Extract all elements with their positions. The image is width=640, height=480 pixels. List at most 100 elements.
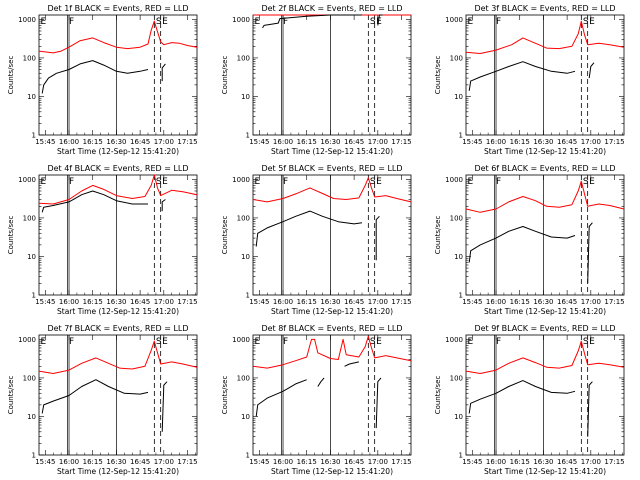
series-events-line xyxy=(377,14,383,26)
x-tick-label: 17:00 xyxy=(581,458,601,466)
y-axis-label: Counts/sec xyxy=(434,376,442,415)
y-tick-label: 1 xyxy=(246,292,250,300)
x-tick-label: 16:45 xyxy=(344,458,364,466)
x-axis-label: Start Time (12-Sep-12 15:41:20) xyxy=(484,467,606,476)
marker-label-f: F xyxy=(283,17,288,27)
x-tick-label: 16:45 xyxy=(344,298,364,306)
marker-label-s: S xyxy=(583,337,589,347)
marker-label-f: F xyxy=(496,17,501,27)
x-tick-label: 17:00 xyxy=(581,138,601,146)
series-events-line xyxy=(262,14,362,29)
marker-label-e: E xyxy=(468,177,474,187)
plot-frame xyxy=(252,174,412,296)
marker-label-e: E xyxy=(589,177,595,187)
x-axis-label: Start Time (12-Sep-12 15:41:20) xyxy=(484,147,606,156)
panel-title: Det 9f BLACK = Events, RED = LLD xyxy=(474,324,615,333)
marker-label-s: S xyxy=(583,17,589,27)
y-axis-label: Counts/sec xyxy=(434,216,442,255)
y-tick-label: 1000 xyxy=(232,176,250,184)
marker-label-e: E xyxy=(589,17,595,27)
y-tick-label: 100 xyxy=(237,214,250,222)
x-axis-label: Start Time (12-Sep-12 15:41:20) xyxy=(271,147,393,156)
x-tick-label: 17:00 xyxy=(154,458,174,466)
series-events-line xyxy=(161,381,168,432)
marker-label-f: F xyxy=(283,177,288,187)
plot-frame xyxy=(252,334,412,456)
y-axis-label: Counts/sec xyxy=(7,56,15,95)
y-tick-label: 10 xyxy=(241,413,250,421)
marker-label-e: E xyxy=(255,337,261,347)
marker-label-s: S xyxy=(156,337,162,347)
y-tick-label: 1000 xyxy=(18,16,36,24)
y-tick-label: 100 xyxy=(450,54,463,62)
x-tick-label: 17:00 xyxy=(368,458,388,466)
x-tick-label: 16:00 xyxy=(59,298,79,306)
y-tick-label: 1 xyxy=(32,132,36,140)
y-tick-label: 100 xyxy=(237,374,250,382)
panel-title: Det 7f BLACK = Events, RED = LLD xyxy=(47,324,188,333)
x-tick-label: 16:00 xyxy=(273,138,293,146)
marker-label-f: F xyxy=(69,177,74,187)
y-axis-label: Counts/sec xyxy=(221,56,229,95)
marker-label-e: E xyxy=(468,337,474,347)
y-tick-label: 1000 xyxy=(18,176,36,184)
y-axis-label: Counts/sec xyxy=(221,376,229,415)
x-tick-label: 16:30 xyxy=(106,298,126,306)
series-lld-line xyxy=(465,20,625,54)
x-tick-label: 17:00 xyxy=(154,298,174,306)
x-tick-label: 15:45 xyxy=(35,458,55,466)
marker-label-e: E xyxy=(589,337,595,347)
x-tick-label: 15:45 xyxy=(462,298,482,306)
y-axis-label: Counts/sec xyxy=(7,376,15,415)
x-tick-label: 16:45 xyxy=(557,138,577,146)
panel-title: Det 6f BLACK = Events, RED = LLD xyxy=(474,164,615,173)
x-tick-label: 16:15 xyxy=(297,458,317,466)
marker-label-e: E xyxy=(255,17,261,27)
marker-label-f: F xyxy=(283,337,288,347)
marker-label-f: F xyxy=(69,17,74,27)
x-tick-label: 16:15 xyxy=(83,298,103,306)
marker-label-f: F xyxy=(496,177,501,187)
x-tick-label: 16:15 xyxy=(510,298,530,306)
x-tick-label: 16:30 xyxy=(106,138,126,146)
panel-title: Det 5f BLACK = Events, RED = LLD xyxy=(261,164,402,173)
marker-label-f: F xyxy=(496,337,501,347)
panel-title: Det 8f BLACK = Events, RED = LLD xyxy=(261,324,402,333)
y-tick-label: 1 xyxy=(32,452,36,460)
x-tick-label: 15:45 xyxy=(249,458,269,466)
x-tick-label: 17:15 xyxy=(177,298,197,306)
y-tick-label: 10 xyxy=(241,253,250,261)
x-tick-label: 15:45 xyxy=(249,138,269,146)
marker-label-s: S xyxy=(370,177,376,187)
x-tick-label: 16:30 xyxy=(320,458,340,466)
x-axis-label: Start Time (12-Sep-12 15:41:20) xyxy=(271,307,393,316)
marker-label-s: S xyxy=(370,17,376,27)
panel-2: Det 2f BLACK = Events, RED = LLD 1 10 100 10… xyxy=(221,4,412,156)
panel-title: Det 1f BLACK = Events, RED = LLD xyxy=(47,4,188,13)
x-tick-label: 16:30 xyxy=(320,298,340,306)
marker-label-e: E xyxy=(162,17,168,27)
y-tick-label: 1000 xyxy=(18,336,36,344)
marker-label-e: E xyxy=(376,17,382,27)
x-tick-label: 16:15 xyxy=(297,138,317,146)
series-lld-line xyxy=(38,20,198,54)
x-tick-label: 16:15 xyxy=(297,298,317,306)
plot-frame xyxy=(465,334,625,456)
x-tick-label: 15:45 xyxy=(35,138,55,146)
x-tick-label: 16:45 xyxy=(130,458,150,466)
x-tick-label: 16:00 xyxy=(486,298,506,306)
x-tick-label: 15:45 xyxy=(462,138,482,146)
x-tick-label: 16:15 xyxy=(510,138,530,146)
x-tick-label: 16:00 xyxy=(486,138,506,146)
y-tick-label: 100 xyxy=(450,214,463,222)
plot-frame xyxy=(38,14,198,136)
y-tick-label: 100 xyxy=(23,374,36,382)
x-axis-label: Start Time (12-Sep-12 15:41:20) xyxy=(57,147,179,156)
series-events-line xyxy=(41,190,148,213)
marker-label-s: S xyxy=(370,337,376,347)
y-tick-label: 1 xyxy=(246,132,250,140)
series-events-line xyxy=(255,210,363,247)
x-tick-label: 16:00 xyxy=(273,298,293,306)
series-events-line xyxy=(344,361,360,367)
x-tick-label: 16:00 xyxy=(486,458,506,466)
